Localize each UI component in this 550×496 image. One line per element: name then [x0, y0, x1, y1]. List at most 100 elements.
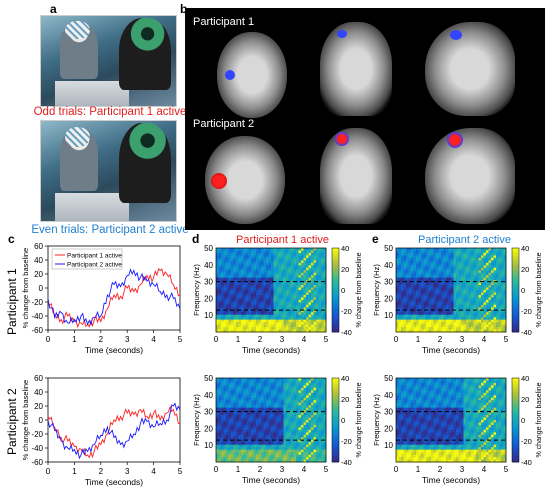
tf-cell — [476, 255, 479, 259]
tf-cell — [276, 324, 279, 328]
tf-cell — [323, 292, 327, 296]
tf-cell — [233, 387, 237, 391]
tf-cell — [423, 297, 427, 301]
tf-cell — [263, 272, 267, 276]
tf-cell — [468, 294, 472, 298]
tf-cell — [243, 282, 247, 286]
tf-cell — [436, 309, 439, 313]
tf-cell — [456, 252, 459, 256]
tf-cell — [408, 412, 412, 416]
tf-cell — [303, 402, 307, 406]
photo-table — [54, 80, 129, 106]
tf-cell — [406, 285, 409, 288]
tf-cell — [476, 307, 479, 311]
tf-cell — [278, 420, 282, 423]
tf-cell — [233, 459, 237, 463]
tf-cell — [316, 447, 319, 451]
tf-cell — [276, 434, 279, 438]
tf-cell — [403, 444, 407, 448]
tf-cell — [251, 454, 254, 458]
tf-cell — [286, 250, 289, 254]
tf-cell — [258, 412, 262, 416]
tf-cell — [493, 307, 497, 311]
tf-cell — [481, 317, 484, 321]
tf-cell — [438, 260, 442, 264]
tf-cell — [231, 287, 234, 291]
tf-cell — [223, 420, 227, 423]
tf-cell — [218, 292, 222, 296]
tf-cell — [256, 297, 259, 301]
y-axis-label: Frequency (Hz) — [192, 264, 201, 316]
tf-cell — [321, 297, 324, 301]
tf-cell — [398, 378, 402, 381]
tf-cell — [488, 329, 492, 333]
tf-cell — [236, 452, 239, 455]
tf-cell — [291, 290, 294, 293]
tf-cell — [403, 407, 407, 411]
tf-cell — [451, 292, 454, 296]
tf-cell — [283, 262, 287, 266]
tf-cell — [318, 449, 322, 453]
tf-cell — [246, 387, 249, 391]
colorbar-tick-label: 0 — [521, 286, 525, 295]
tf-cell — [251, 400, 254, 404]
tf-cell — [226, 277, 229, 281]
tf-cell — [318, 442, 322, 446]
tf-cell — [403, 434, 407, 438]
tf-cell — [273, 275, 277, 279]
tf-cell — [253, 317, 257, 321]
tf-cell — [503, 294, 507, 298]
tf-cell — [428, 277, 432, 281]
colorbar-cell — [332, 248, 339, 252]
tf-cell — [488, 277, 492, 281]
tf-cell — [438, 270, 442, 274]
tf-cell — [306, 427, 309, 431]
tf-cell — [446, 309, 449, 313]
tf-cell — [248, 444, 252, 448]
tf-cell — [266, 314, 269, 318]
tf-cell — [231, 429, 234, 433]
tf-cell — [488, 260, 492, 264]
tf-cell — [466, 322, 469, 325]
tf-cell — [466, 294, 469, 298]
tf-cell — [233, 307, 237, 311]
tf-cell — [288, 412, 292, 416]
colorbar-cell — [332, 397, 339, 401]
tf-cell — [423, 294, 427, 298]
tf-cell — [448, 329, 452, 333]
tf-cell — [411, 454, 414, 458]
tf-cell — [476, 248, 479, 251]
tf-cell — [421, 262, 424, 266]
tf-cell — [423, 252, 427, 256]
tf-cell — [311, 322, 314, 325]
tf-cell — [321, 395, 324, 399]
tf-cell — [251, 407, 254, 411]
tf-cell — [216, 260, 219, 264]
colorbar-cell — [332, 276, 339, 280]
tf-cell — [283, 415, 287, 418]
tf-cell — [321, 457, 324, 460]
tf-cell — [491, 250, 494, 254]
tf-cell — [256, 397, 259, 401]
tf-cell — [476, 267, 479, 271]
tf-cell — [231, 397, 234, 401]
tf-cell — [403, 248, 407, 251]
tf-cell — [243, 378, 247, 381]
tf-cell — [303, 449, 307, 453]
tf-cell — [291, 250, 294, 254]
tf-cell — [251, 287, 254, 291]
tf-cell — [316, 397, 319, 401]
tf-cell — [223, 324, 227, 328]
tf-cell — [401, 329, 404, 333]
colorbar-cell — [332, 380, 339, 384]
tf-cell — [251, 270, 254, 274]
colorbar-cell — [332, 386, 339, 390]
tf-cell — [263, 417, 267, 421]
tf-cell — [236, 437, 239, 441]
tf-cell — [293, 272, 297, 276]
tf-cell — [291, 324, 294, 328]
tf-cell — [408, 459, 412, 463]
tf-cell — [321, 324, 324, 328]
tf-cell — [298, 260, 302, 264]
tf-cell — [401, 415, 404, 418]
